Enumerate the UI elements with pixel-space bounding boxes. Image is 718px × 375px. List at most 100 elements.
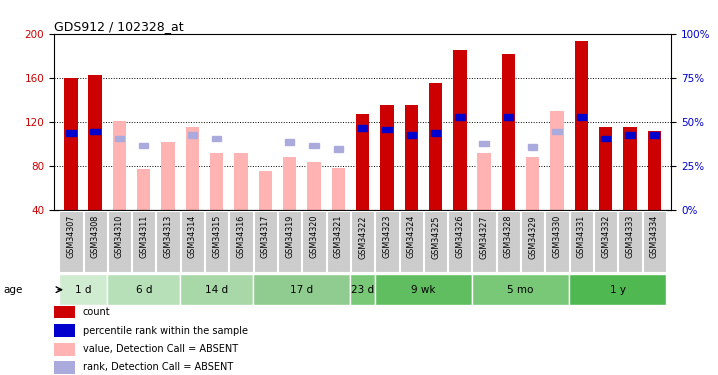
Text: 1 d: 1 d	[75, 285, 91, 295]
Text: GSM34310: GSM34310	[115, 215, 124, 258]
Text: 5 mo: 5 mo	[508, 285, 533, 295]
Text: 17 d: 17 d	[290, 285, 313, 295]
Text: 14 d: 14 d	[205, 285, 228, 295]
Bar	[113, 121, 126, 210]
Bar	[186, 128, 199, 210]
Text: GSM34314: GSM34314	[188, 215, 197, 258]
FancyBboxPatch shape	[618, 211, 642, 273]
Text: GSM34329: GSM34329	[528, 215, 537, 259]
FancyBboxPatch shape	[399, 211, 423, 273]
FancyBboxPatch shape	[205, 211, 228, 273]
Text: GSM34334: GSM34334	[650, 215, 659, 258]
Text: GSM34316: GSM34316	[236, 215, 246, 258]
Bar	[356, 114, 369, 210]
Bar	[90, 129, 100, 134]
Text: 1 y: 1 y	[610, 285, 626, 295]
FancyBboxPatch shape	[351, 211, 374, 273]
Bar	[648, 131, 661, 210]
Text: GSM34326: GSM34326	[455, 215, 465, 258]
FancyBboxPatch shape	[376, 211, 398, 273]
Text: 9 wk: 9 wk	[411, 285, 436, 295]
FancyBboxPatch shape	[643, 211, 666, 273]
Text: GSM34323: GSM34323	[383, 215, 391, 258]
FancyBboxPatch shape	[83, 211, 107, 273]
FancyBboxPatch shape	[327, 211, 350, 273]
Bar	[577, 114, 586, 120]
Bar	[107, 274, 180, 305]
Bar	[54, 324, 75, 337]
Bar	[502, 54, 515, 210]
Bar	[334, 146, 343, 152]
Text: GSM34321: GSM34321	[334, 215, 342, 258]
Bar	[88, 75, 102, 210]
Bar	[480, 141, 489, 147]
Text: GSM34307: GSM34307	[66, 215, 75, 258]
FancyBboxPatch shape	[253, 211, 277, 273]
Text: GSM34332: GSM34332	[601, 215, 610, 258]
Bar	[115, 136, 124, 141]
Text: GSM34333: GSM34333	[625, 215, 635, 258]
FancyBboxPatch shape	[302, 211, 326, 273]
FancyBboxPatch shape	[472, 211, 496, 273]
Bar	[139, 143, 149, 148]
FancyBboxPatch shape	[108, 211, 131, 273]
Text: 23 d: 23 d	[351, 285, 374, 295]
Text: value, Detection Call = ABSENT: value, Detection Call = ABSENT	[83, 344, 238, 354]
Text: GSM34317: GSM34317	[261, 215, 270, 258]
Bar	[253, 274, 350, 305]
Bar	[504, 114, 513, 120]
Bar	[382, 127, 391, 132]
Bar	[472, 274, 569, 305]
Text: rank, Detection Call = ABSENT: rank, Detection Call = ABSENT	[83, 362, 233, 372]
Bar	[569, 274, 666, 305]
Text: GSM34315: GSM34315	[213, 215, 221, 258]
Text: GSM34319: GSM34319	[285, 215, 294, 258]
Bar	[404, 105, 418, 210]
Bar	[137, 169, 151, 210]
Bar	[350, 274, 375, 305]
Bar	[455, 114, 465, 120]
Text: GSM34320: GSM34320	[309, 215, 319, 258]
FancyBboxPatch shape	[132, 211, 156, 273]
Bar	[54, 306, 75, 318]
Bar	[59, 274, 107, 305]
Bar	[375, 274, 472, 305]
FancyBboxPatch shape	[181, 211, 204, 273]
Bar	[307, 162, 321, 210]
FancyBboxPatch shape	[157, 211, 180, 273]
FancyBboxPatch shape	[546, 211, 569, 273]
Bar	[212, 136, 221, 141]
Bar	[66, 130, 75, 136]
Text: GDS912 / 102328_at: GDS912 / 102328_at	[54, 20, 184, 33]
Text: GSM34330: GSM34330	[553, 215, 561, 258]
Text: age: age	[4, 285, 23, 295]
Bar	[650, 132, 659, 138]
FancyBboxPatch shape	[594, 211, 617, 273]
Bar	[528, 144, 538, 150]
Bar	[54, 343, 75, 355]
FancyBboxPatch shape	[521, 211, 544, 273]
Bar	[381, 105, 393, 210]
Bar	[210, 153, 223, 210]
FancyBboxPatch shape	[448, 211, 472, 273]
Text: GSM34308: GSM34308	[90, 215, 100, 258]
Text: GSM34324: GSM34324	[406, 215, 416, 258]
Bar	[258, 171, 272, 210]
Bar	[54, 361, 75, 374]
Bar	[551, 111, 564, 210]
Text: GSM34325: GSM34325	[431, 215, 440, 259]
Bar	[599, 128, 612, 210]
Bar	[477, 153, 491, 210]
Bar	[552, 129, 561, 134]
FancyBboxPatch shape	[229, 211, 253, 273]
FancyBboxPatch shape	[59, 211, 83, 273]
FancyBboxPatch shape	[424, 211, 447, 273]
Bar	[180, 274, 253, 305]
Bar	[623, 128, 637, 210]
Text: 6 d: 6 d	[136, 285, 152, 295]
FancyBboxPatch shape	[497, 211, 520, 273]
Bar	[453, 50, 467, 210]
Bar	[431, 130, 440, 136]
Text: percentile rank within the sample: percentile rank within the sample	[83, 326, 248, 336]
Bar	[283, 157, 297, 210]
